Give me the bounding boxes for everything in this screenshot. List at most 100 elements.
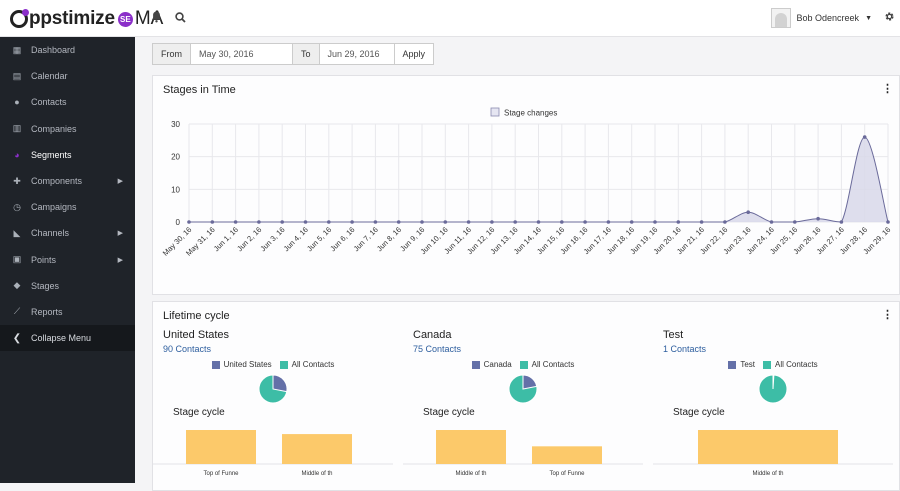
avatar bbox=[770, 8, 791, 28]
data-point bbox=[536, 220, 541, 224]
contacts-pie-chart bbox=[758, 374, 788, 404]
sidebar-item-label: Campaigns bbox=[31, 202, 77, 213]
panel-title: Stages in Time bbox=[163, 84, 236, 96]
bell-icon[interactable] bbox=[151, 11, 162, 26]
sidebar-item-label: Dashboard bbox=[31, 45, 76, 56]
data-point bbox=[583, 220, 587, 224]
sidebar-item-segments[interactable]: ◕ Segments bbox=[0, 142, 135, 168]
stage-cycle-bar-chart: Middle of th bbox=[653, 430, 893, 477]
user-name: Bob Odencreek bbox=[796, 13, 860, 23]
logo-text: ppstimize bbox=[29, 8, 115, 29]
sidebar-item-points[interactable]: ▣ Points ▶ bbox=[0, 247, 135, 273]
sidebar-item-calendar[interactable]: ▤ Calendar bbox=[0, 63, 135, 89]
more-menu-icon[interactable]: ⋮ bbox=[882, 83, 893, 95]
legend-item[interactable]: Test bbox=[728, 360, 755, 369]
data-point bbox=[606, 220, 611, 224]
stage-bar-label: Middle of th bbox=[455, 471, 486, 477]
sidebar-item-campaigns[interactable]: ◷ Campaigns bbox=[0, 194, 135, 220]
sidebar-item-label: Segments bbox=[31, 149, 72, 160]
to-label: To bbox=[293, 44, 320, 64]
more-menu-icon[interactable]: ⋮ bbox=[882, 309, 893, 321]
data-point bbox=[793, 220, 797, 224]
x-tick-label: Jun 1, 16 bbox=[212, 225, 240, 253]
cubes-icon: ◆ bbox=[13, 280, 21, 291]
collapse-menu-button[interactable]: ❮ Collapse Menu bbox=[0, 325, 135, 352]
country-name: United States bbox=[163, 329, 230, 341]
legend-swatch bbox=[519, 360, 528, 369]
sidebar-item-label: Companies bbox=[31, 123, 77, 134]
contacts-count-link[interactable]: 90 Contacts bbox=[163, 344, 212, 354]
calendar-icon: ▤ bbox=[12, 70, 22, 81]
data-point bbox=[327, 220, 331, 224]
sidebar-item-channels[interactable]: ◣ Channels ▶ bbox=[0, 220, 135, 246]
stage-bar bbox=[436, 430, 506, 464]
from-date-input[interactable]: May 30, 2016 bbox=[191, 44, 293, 64]
y-tick-label: 0 bbox=[176, 218, 181, 227]
legend-item[interactable]: Canada bbox=[471, 360, 512, 369]
country-card: Test 1 Contacts Test All Contacts Stage cycl… bbox=[653, 329, 893, 489]
legend-item[interactable]: United States bbox=[211, 360, 272, 369]
apply-button[interactable]: Apply bbox=[394, 44, 434, 64]
clock-icon: ◷ bbox=[13, 201, 21, 212]
chevron-right-icon: ▶ bbox=[117, 178, 123, 186]
pie-legend: Canada All Contacts bbox=[403, 360, 643, 369]
legend-item[interactable]: All Contacts bbox=[762, 360, 818, 369]
pie-slice-country bbox=[272, 374, 288, 393]
data-point bbox=[676, 220, 681, 224]
puzzle-icon: ✚ bbox=[13, 175, 21, 186]
data-point bbox=[187, 220, 191, 224]
to-date-input[interactable]: Jun 29, 2016 bbox=[320, 44, 395, 64]
legend-swatch bbox=[211, 360, 220, 369]
legend-label: All Contacts bbox=[774, 360, 818, 369]
pie-legend: Test All Contacts bbox=[653, 360, 893, 369]
stage-cycle-title: Stage cycle bbox=[173, 407, 225, 418]
legend-label: Stage changes bbox=[504, 109, 557, 118]
pie-chart-icon: ◕ bbox=[14, 149, 20, 160]
sidebar-item-components[interactable]: ✚ Components ▶ bbox=[0, 168, 135, 194]
data-point bbox=[746, 210, 750, 214]
contacts-count-link[interactable]: 75 Contacts bbox=[413, 344, 462, 354]
gear-icon[interactable] bbox=[884, 10, 895, 25]
user-icon: ● bbox=[14, 97, 20, 108]
legend-label: All Contacts bbox=[531, 360, 575, 369]
main-content: From May 30, 2016 To Jun 29, 2016 Apply … bbox=[135, 37, 900, 491]
data-point bbox=[443, 220, 448, 224]
x-tick-label: Jun 6, 16 bbox=[328, 225, 356, 253]
legend-label: Canada bbox=[483, 360, 512, 369]
sidebar-item-label: Channels bbox=[31, 228, 70, 239]
stage-cycle-bar-chart: Middle of th Top of Funne bbox=[403, 430, 643, 477]
x-tick-label: Jun 4, 16 bbox=[282, 225, 310, 253]
legend-item[interactable]: All Contacts bbox=[519, 360, 575, 369]
dashboard-icon: ▦ bbox=[12, 44, 22, 55]
contacts-count-link[interactable]: 1 Contacts bbox=[663, 344, 707, 354]
data-point bbox=[723, 220, 727, 224]
legend-swatch bbox=[762, 360, 771, 369]
pie-slice-country bbox=[522, 374, 538, 390]
user-menu[interactable]: Bob Odencreek ▼ bbox=[770, 8, 872, 28]
building-icon: ▥ bbox=[12, 123, 22, 134]
data-point bbox=[699, 220, 704, 224]
search-icon[interactable] bbox=[175, 11, 186, 26]
sidebar-item-dashboard[interactable]: ▦ Dashboard bbox=[0, 37, 135, 63]
sidebar-item-label: Components bbox=[31, 176, 83, 187]
chevron-down-icon: ▼ bbox=[865, 14, 872, 22]
pie-slice-country bbox=[772, 374, 775, 390]
stage-bar bbox=[532, 446, 602, 464]
x-tick-label: Jun 7, 16 bbox=[352, 225, 380, 253]
sidebar-item-contacts[interactable]: ● Contacts bbox=[0, 89, 135, 115]
app-logo[interactable]: ppstimize SE MA bbox=[10, 8, 163, 30]
stage-bar-label: Top of Funne bbox=[549, 471, 585, 477]
country-card: United States 90 Contacts United States All… bbox=[153, 329, 393, 489]
sidebar-item-reports[interactable]: ⟋ Reports bbox=[0, 299, 135, 325]
y-tick-label: 10 bbox=[171, 185, 180, 194]
sidebar-item-companies[interactable]: ▥ Companies bbox=[0, 116, 135, 142]
sidebar-item-stages[interactable]: ◆ Stages bbox=[0, 273, 135, 299]
data-point bbox=[886, 220, 890, 224]
legend-item[interactable]: All Contacts bbox=[279, 360, 335, 369]
stage-bar-label: Top of Funne bbox=[203, 471, 239, 477]
legend-label: All Contacts bbox=[291, 360, 335, 369]
data-point bbox=[350, 220, 354, 224]
sidebar-item-label: Reports bbox=[31, 306, 63, 317]
data-point bbox=[629, 220, 634, 224]
sidebar: ▦ Dashboard ▤ Calendar ● Contacts ▥ Companie… bbox=[0, 37, 135, 483]
